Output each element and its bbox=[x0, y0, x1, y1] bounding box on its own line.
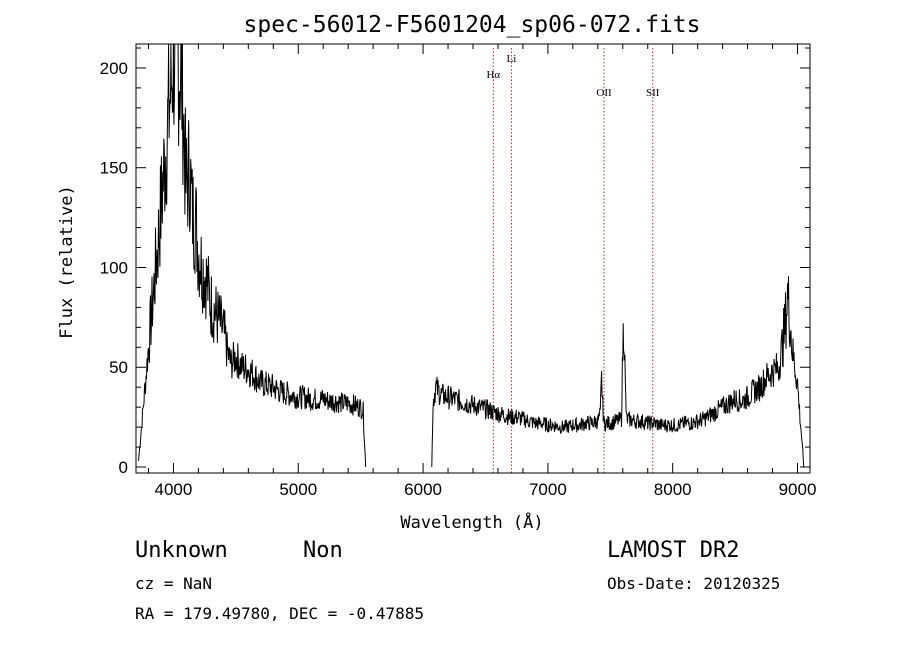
x-tick-label: 4000 bbox=[155, 480, 193, 499]
y-tick-label: 200 bbox=[100, 59, 128, 78]
line-label-h: Hα bbox=[486, 69, 500, 81]
y-tick-label: 100 bbox=[100, 258, 128, 277]
subclass-label: Non bbox=[303, 538, 343, 563]
plot-frame bbox=[135, 43, 811, 474]
spectrum-line-segment-1 bbox=[138, 43, 367, 468]
x-axis-label: Wavelength (Å) bbox=[400, 511, 543, 533]
x-tick-label: 9000 bbox=[779, 480, 817, 499]
line-label-li: Li bbox=[507, 53, 517, 65]
chart-title: spec-56012-F5601204_sp06-072.fits bbox=[244, 12, 701, 38]
x-tick-label: 8000 bbox=[654, 480, 692, 499]
class-label: Unknown bbox=[135, 538, 228, 563]
y-tick-label: 50 bbox=[109, 358, 128, 377]
plot-area: Hα Li OII SII 4000 5000 6000 7000 8000 9000 0 50 100… bbox=[100, 43, 817, 499]
line-label-sii: SII bbox=[646, 87, 660, 99]
survey-label: LAMOST DR2 bbox=[607, 538, 740, 563]
radec-text: RA = 179.49780, DEC = -0.47885 bbox=[135, 604, 424, 623]
spectrum-line-segment-2 bbox=[431, 276, 805, 468]
x-tick-label: 6000 bbox=[404, 480, 442, 499]
line-label-oii: OII bbox=[596, 87, 612, 99]
x-tick-label: 7000 bbox=[529, 480, 567, 499]
y-tick-label: 0 bbox=[119, 458, 128, 477]
y-axis-label: Flux (relative) bbox=[57, 185, 77, 339]
cz-text: cz = NaN bbox=[135, 574, 213, 593]
y-tick-label: 150 bbox=[100, 159, 128, 178]
obs-date-text: Obs-Date: 20120325 bbox=[607, 574, 781, 593]
x-tick-label: 5000 bbox=[279, 480, 317, 499]
